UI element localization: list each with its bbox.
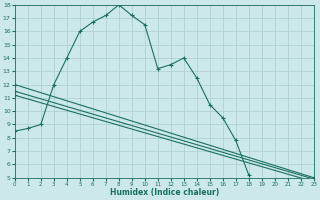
- X-axis label: Humidex (Indice chaleur): Humidex (Indice chaleur): [110, 188, 219, 197]
